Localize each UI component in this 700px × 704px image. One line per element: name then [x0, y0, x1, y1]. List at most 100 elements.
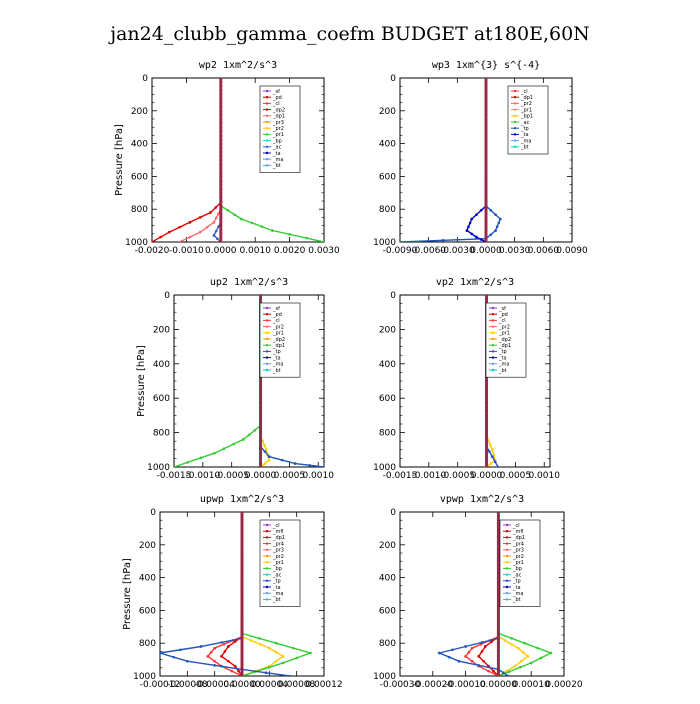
legend-marker — [265, 108, 269, 111]
legend-label: _dp1 — [512, 535, 525, 541]
series-marker — [489, 233, 493, 236]
x-tick-label: -0.00008 — [167, 680, 208, 690]
series-marker — [199, 645, 203, 648]
legend-marker — [513, 127, 517, 130]
legend-label: _cl — [272, 101, 280, 107]
legend-marker — [505, 561, 509, 564]
series-marker — [258, 642, 262, 646]
legend-marker — [265, 362, 269, 365]
legend-label: _pr2 — [272, 554, 284, 560]
legend-label: _bt — [512, 597, 521, 603]
legend-label: _pr1 — [520, 107, 532, 113]
series-marker — [489, 462, 493, 465]
legend-marker — [265, 573, 269, 576]
y-tick-label: 0 — [142, 74, 148, 84]
legend-marker — [505, 536, 509, 539]
x-tick-label: -0.0015 — [383, 471, 418, 481]
series-marker — [510, 636, 513, 640]
legend-label: _pr4 — [272, 541, 284, 547]
series-marker — [479, 642, 483, 646]
legend-marker — [505, 530, 509, 533]
legend-marker — [265, 350, 269, 353]
x-tick-label: 0.0010 — [528, 471, 560, 481]
y-tick-label: 400 — [139, 574, 156, 584]
series-marker — [475, 235, 478, 239]
x-tick-label: -0.0020 — [135, 246, 170, 256]
y-tick-label: 0 — [390, 508, 396, 518]
y-tick-label: 0 — [164, 291, 170, 301]
series-marker — [206, 655, 210, 658]
series-marker — [220, 655, 223, 658]
x-tick-label: 0.0010 — [302, 471, 334, 481]
x-tick-label: -0.0090 — [383, 246, 418, 256]
legend-label: _bt — [272, 163, 281, 169]
series-marker — [526, 655, 530, 658]
legend-marker — [265, 598, 269, 601]
legend-marker — [265, 536, 269, 539]
legend-label: _sf — [272, 306, 280, 312]
series-marker — [488, 450, 491, 453]
x-tick-label: -0.00004 — [194, 680, 235, 690]
series-marker — [247, 433, 251, 437]
legend-marker — [265, 313, 269, 316]
series-marker — [249, 639, 253, 642]
legend-marker — [491, 331, 495, 334]
legend-marker — [505, 554, 509, 558]
series-marker — [470, 646, 474, 650]
chart-panel-2: wp3 1xm^{3} s^{-4}02004006008001000-0.00… — [373, 60, 588, 256]
legend-label: _ac — [520, 120, 530, 126]
series-marker — [186, 659, 189, 663]
series-marker — [214, 206, 217, 209]
y-tick-label: 600 — [379, 172, 396, 182]
series-marker — [322, 465, 324, 467]
series-marker — [268, 646, 271, 650]
x-tick-label: 0.00008 — [278, 680, 315, 690]
legend-marker — [265, 530, 269, 533]
y-tick-label: 600 — [131, 172, 148, 182]
legend-marker — [513, 108, 517, 111]
series-group — [160, 512, 313, 676]
legend-marker — [505, 567, 509, 570]
y-axis-label: Pressure [hPa] — [136, 345, 147, 417]
panel-title: vp2 1xm^2/s^3 — [436, 277, 514, 288]
legend-label: _dp1 — [272, 114, 285, 120]
legend-label: _mfl — [512, 529, 524, 535]
legend-marker — [505, 542, 509, 545]
panel-title: wp3 1xm^{3} s^{-4} — [432, 60, 540, 71]
legend-label: _ta — [520, 132, 529, 138]
series-marker — [188, 235, 192, 239]
series-marker — [510, 642, 513, 646]
legend-marker — [265, 325, 269, 328]
x-tick-label: 0.00010 — [513, 680, 550, 690]
x-tick-label: -0.00010 — [445, 680, 486, 690]
legend-marker — [265, 145, 269, 148]
x-tick-label: -0.0060 — [411, 246, 446, 256]
series-marker — [480, 650, 484, 653]
legend-marker — [265, 120, 269, 124]
x-tick-label: -0.00012 — [140, 680, 180, 690]
series-marker — [468, 221, 472, 225]
legend-marker — [513, 114, 517, 118]
series-marker — [212, 221, 216, 224]
series-line-ta — [466, 78, 487, 242]
series-marker — [494, 213, 497, 216]
legend-marker — [265, 585, 269, 589]
series-marker — [477, 655, 481, 658]
series-group — [174, 295, 324, 467]
legend-label: _pd — [272, 312, 282, 318]
legend-marker — [265, 592, 269, 595]
legend-marker — [265, 579, 269, 582]
legend-marker — [265, 114, 269, 118]
x-tick-label: 0.0060 — [528, 246, 560, 256]
series-marker — [492, 453, 496, 457]
legend-label: _pr1 — [272, 560, 284, 566]
x-tick-label: 0.0000 — [471, 471, 503, 481]
series-marker — [227, 659, 230, 663]
series-marker — [274, 641, 278, 645]
legend-marker — [265, 368, 269, 372]
legend-label: _pr1 — [498, 331, 510, 337]
series-marker — [464, 645, 467, 648]
series-marker — [470, 232, 473, 236]
y-tick-label: 400 — [379, 574, 396, 584]
legend-label: _ac — [512, 572, 522, 578]
